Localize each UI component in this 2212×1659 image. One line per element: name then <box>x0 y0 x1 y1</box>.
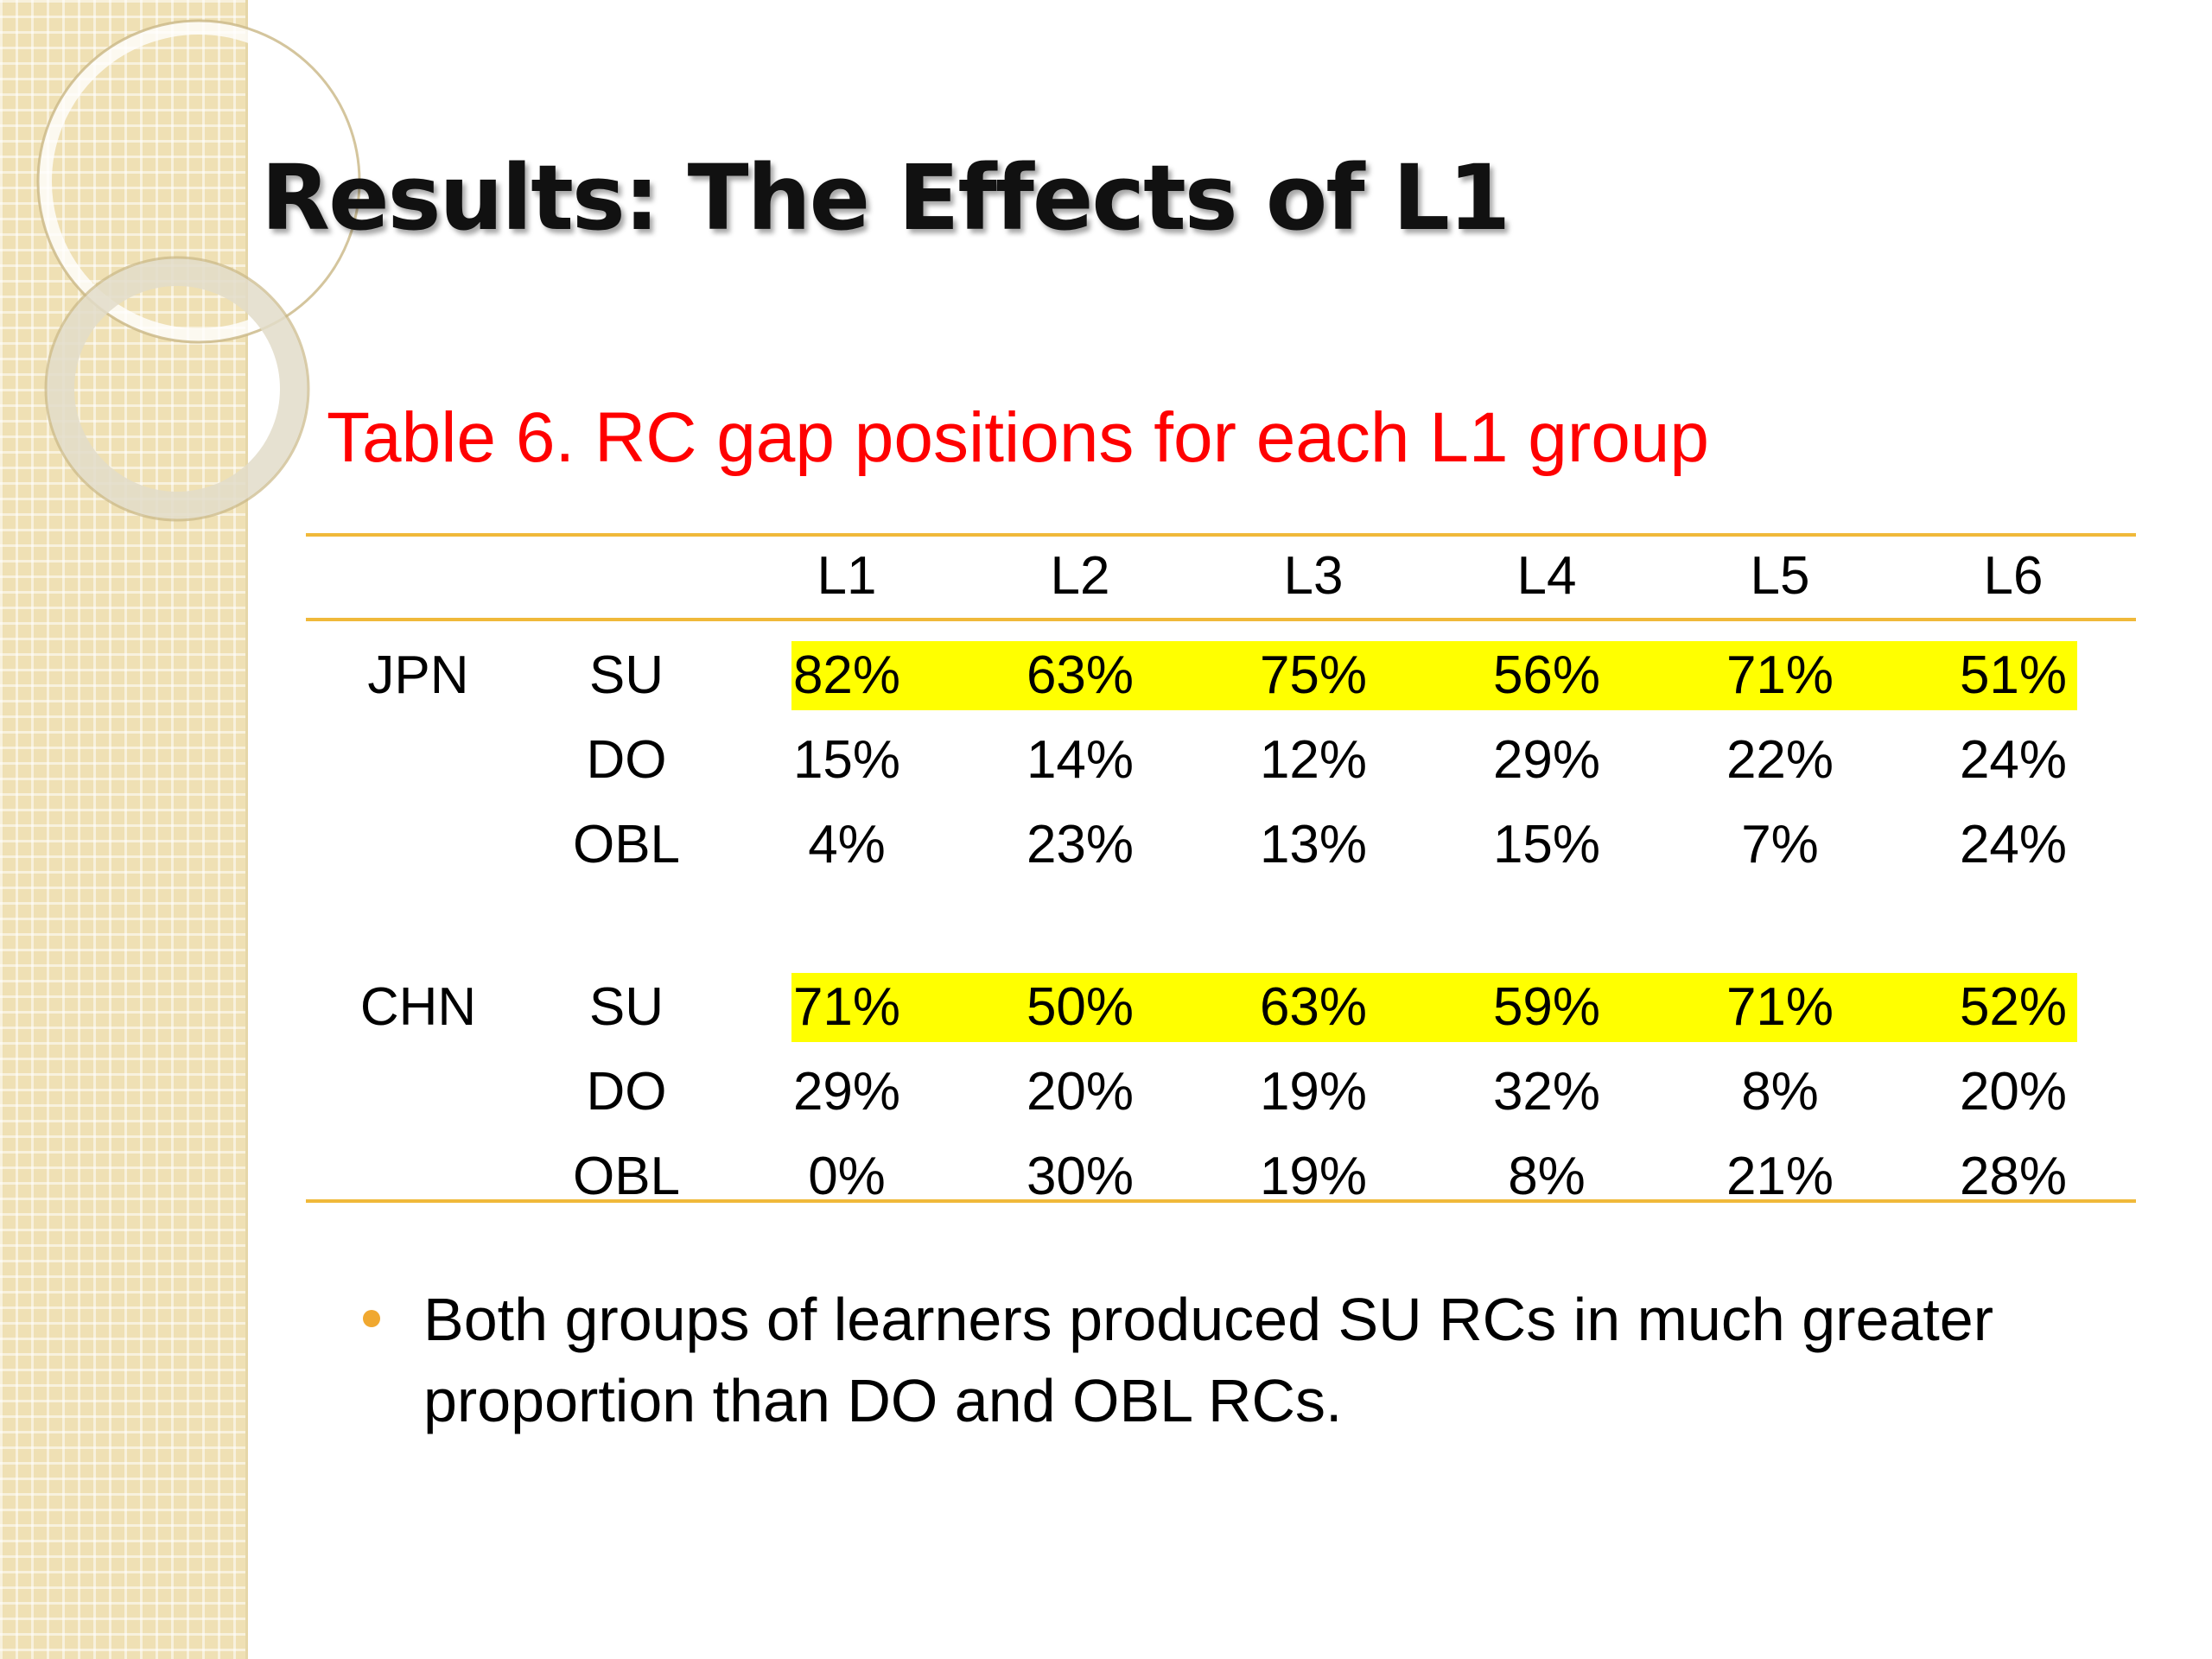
table-cell: 56% <box>1492 645 1601 705</box>
bullet-text: Both groups of learners produced SU RCs … <box>423 1286 1994 1434</box>
table-cell: 7% <box>1741 815 1819 874</box>
table-cell: 63% <box>1026 645 1135 705</box>
decorative-rings <box>36 19 361 522</box>
row-label: OBL <box>572 815 681 874</box>
group-label-jpn: JPN <box>367 645 469 705</box>
row-label: DO <box>586 1062 667 1122</box>
table-cell: 63% <box>1259 977 1368 1037</box>
small-ring <box>47 258 308 519</box>
table-cell: 52% <box>1959 977 2068 1037</box>
table-cell: 82% <box>792 645 901 705</box>
column-header: L1 <box>817 546 877 606</box>
table-cell: 8% <box>1508 1147 1586 1206</box>
column-header: L6 <box>1983 546 2044 606</box>
column-header: L3 <box>1283 546 1344 606</box>
table-cell: 32% <box>1492 1062 1601 1122</box>
table-cell: 71% <box>792 977 901 1037</box>
table-cell: 29% <box>1492 730 1601 790</box>
chn-su-highlight <box>791 973 2077 1042</box>
bullet-dot-icon <box>363 1310 380 1327</box>
table-cell: 8% <box>1741 1062 1819 1122</box>
table-cell: 20% <box>1026 1062 1135 1122</box>
table-cell: 15% <box>1492 815 1601 874</box>
table-cell: 20% <box>1959 1062 2068 1122</box>
results-table: L1 L2 L3 L4 L5 L6 JPN SU 82% 63% 75% 56%… <box>306 533 2136 1206</box>
row-label: OBL <box>572 1147 681 1206</box>
table-cell: 24% <box>1959 815 2068 874</box>
table-cell: 22% <box>1726 730 1834 790</box>
table-cell: 23% <box>1026 815 1135 874</box>
table-cell: 71% <box>1726 977 1834 1037</box>
large-ring-edge <box>36 19 361 344</box>
table-cell: 0% <box>808 1147 886 1206</box>
table-cell: 30% <box>1026 1147 1135 1206</box>
table-cell: 28% <box>1959 1147 2068 1206</box>
large-ring <box>38 21 359 342</box>
column-header: L2 <box>1050 546 1110 606</box>
column-header: L5 <box>1750 546 1810 606</box>
table-cell: 59% <box>1492 977 1601 1037</box>
group-label-chn: CHN <box>359 977 477 1037</box>
table-cell: 75% <box>1259 645 1368 705</box>
table-cell: 14% <box>1026 730 1135 790</box>
table-bottom-rule <box>306 1199 2136 1203</box>
table-cell: 50% <box>1026 977 1135 1037</box>
table-cell: 71% <box>1726 645 1834 705</box>
table-caption: Table 6. RC gap positions for each L1 gr… <box>327 398 1710 477</box>
jpn-su-highlight <box>791 641 2077 710</box>
table-cell: 13% <box>1259 815 1368 874</box>
row-label: SU <box>588 645 664 705</box>
row-label: DO <box>586 730 667 790</box>
slide-title: Results: The Effects of L1 <box>261 145 1510 251</box>
small-ring-edge <box>44 256 310 522</box>
table-cell: 19% <box>1259 1062 1368 1122</box>
table-cell: 12% <box>1259 730 1368 790</box>
table-top-rule <box>306 533 2136 537</box>
table-header-rule <box>306 618 2136 621</box>
table-cell: 4% <box>808 815 886 874</box>
column-header: L4 <box>1516 546 1577 606</box>
table-cell: 19% <box>1259 1147 1368 1206</box>
table-cell: 51% <box>1959 645 2068 705</box>
row-label: SU <box>588 977 664 1037</box>
table-cell: 24% <box>1959 730 2068 790</box>
table-cell: 21% <box>1726 1147 1834 1206</box>
table-cell: 29% <box>792 1062 901 1122</box>
table-cell: 15% <box>792 730 901 790</box>
